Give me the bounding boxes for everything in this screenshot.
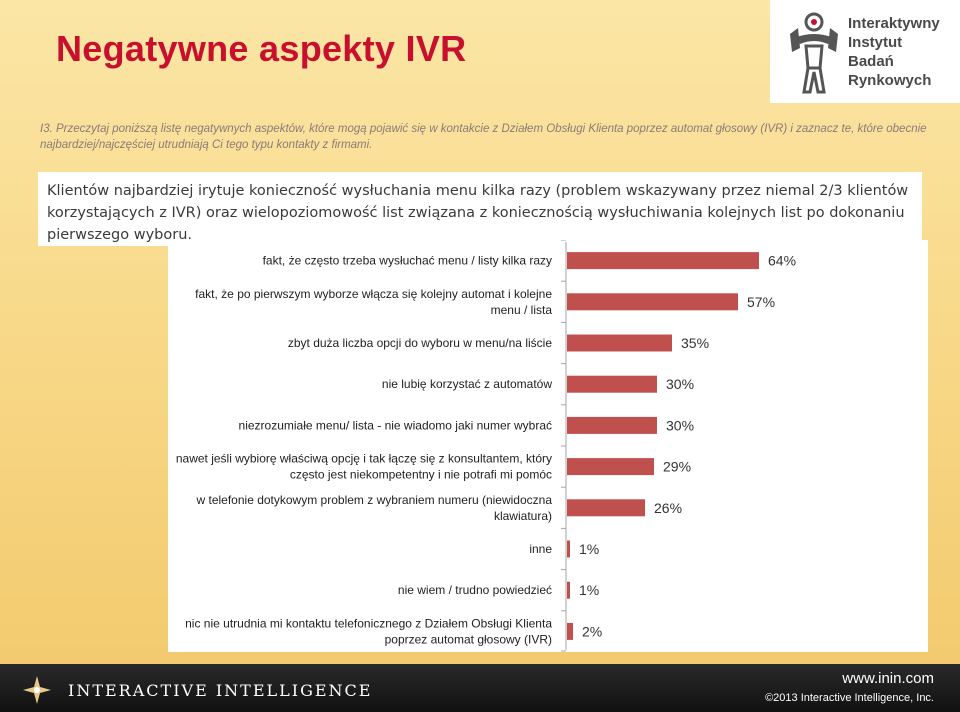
chart-panel: 64% fakt, że często trzeba wysłuchać menu… [168,240,928,652]
question-text: I3. Przeczytaj poniższą listę negatywnyc… [40,123,927,151]
bar [567,293,738,311]
bar-value-label: 26% [654,500,682,516]
bar [567,499,645,517]
bar [567,458,654,476]
bar [567,540,570,558]
logo-line: Instytut [848,34,903,51]
category-label: nawet jeśli wybiorę właściwą opcję i tak… [176,452,552,482]
bar-value-label: 2% [582,623,602,639]
footer-bar: Interactive Intelligence www.inin.com ©2… [0,664,960,712]
iibr-figure-logo-icon [790,12,838,94]
category-label: nie lubię korzystać z automatów [382,377,552,391]
category-label: fakt, że po pierwszym wyborze włącza się… [195,287,552,317]
category-label: niezrozumiałe menu/ lista - nie wiadomo … [239,418,552,432]
bar-value-label: 35% [681,335,709,351]
footer-brand: Interactive Intelligence [68,681,373,700]
logo-line: Badań [848,53,894,70]
category-label: zbyt duża liczba opcji do wyboru w menu/… [288,336,552,350]
footer-url: www.inin.com [842,670,934,687]
star-logo-icon [23,676,51,704]
bar-value-label: 64% [768,253,796,269]
bar-value-label: 1% [579,541,599,557]
logo-line: Rynkowych [848,72,932,89]
iibr-logo: Interaktywny Instytut Badań Rynkowych [770,0,960,103]
bar-value-label: 57% [747,294,775,310]
category-label: nie wiem / trudno powiedzieć [398,583,552,597]
bar [567,622,573,640]
bar-chart: 64% fakt, że często trzeba wysłuchać menu… [176,240,796,652]
footer-copyright: ©2013 Interactive Intelligence, Inc. [765,692,934,704]
bar [567,252,759,270]
category-label: w telefonie dotykowym problem z wybranie… [196,493,553,523]
bar-value-label: 30% [666,376,694,392]
bar [567,416,657,434]
bar-value-label: 30% [666,417,694,433]
bar [567,375,657,393]
category-label: fakt, że często trzeba wysłuchać menu / … [263,254,552,268]
logo-line: Interaktywny [848,15,940,32]
bar [567,581,570,599]
page-title: Negatywne aspekty IVR [56,28,467,69]
summary-box: Klientów najbardziej irytuje konieczność… [38,172,922,246]
bar-value-label: 1% [579,582,599,598]
bar [567,334,672,352]
bar-value-label: 29% [663,459,691,475]
category-label: inne [529,542,552,556]
category-label: nic nie utrudnia mi kontaktu telefoniczn… [185,616,552,646]
